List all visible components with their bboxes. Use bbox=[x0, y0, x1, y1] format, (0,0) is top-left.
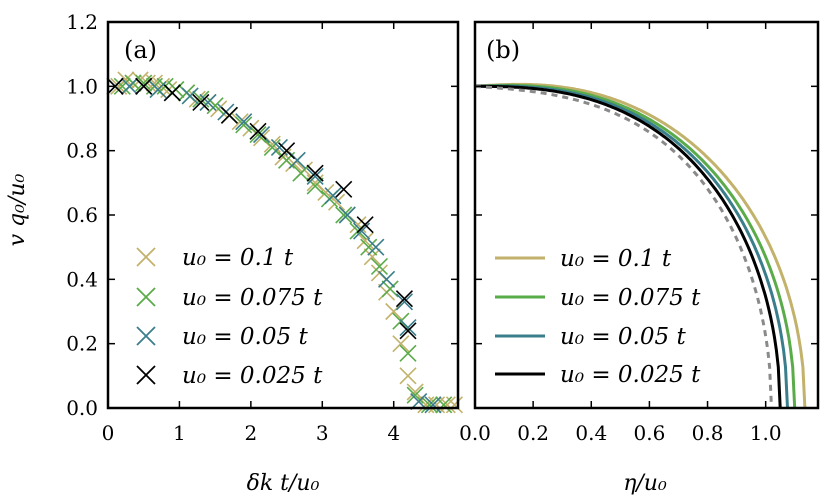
data-point bbox=[356, 216, 374, 234]
data-point bbox=[163, 84, 181, 102]
data-point bbox=[235, 113, 253, 131]
reference-curve bbox=[474, 84, 773, 409]
data-point bbox=[335, 180, 353, 198]
axes-frame-b bbox=[473, 20, 820, 410]
data-point bbox=[395, 293, 413, 311]
panel-b-label: (b) bbox=[486, 36, 520, 64]
data-point bbox=[249, 126, 267, 144]
x-tick-label-a: 4 bbox=[387, 421, 400, 445]
series-a-3 bbox=[106, 77, 417, 340]
data-point bbox=[306, 164, 324, 182]
data-point bbox=[367, 238, 385, 256]
legend-marker bbox=[136, 326, 156, 346]
x-tick-label-a: 2 bbox=[244, 421, 257, 445]
data-point bbox=[306, 177, 324, 195]
data-point bbox=[106, 77, 124, 95]
data-point bbox=[399, 367, 417, 385]
y-axis-label: v q₀/u₀ bbox=[5, 173, 30, 246]
legend-label: u₀ = 0.025 t bbox=[560, 362, 701, 388]
panel-b: 0.0 0.2 0.4 0.6 0.8 1.0 u₀ = 0.1 t u₀ = 0.075 t… bbox=[459, 20, 820, 445]
x-tick-label-b: 0.0 bbox=[459, 421, 491, 445]
data-point bbox=[249, 122, 267, 140]
data-point bbox=[438, 396, 456, 414]
data-point bbox=[338, 206, 356, 224]
series-a-0 bbox=[110, 71, 463, 414]
data-point bbox=[220, 106, 238, 124]
data-point bbox=[149, 80, 167, 99]
legend-label: u₀ = 0.05 t bbox=[182, 324, 308, 350]
data-point bbox=[381, 280, 399, 298]
x-tick-label-b: 0.2 bbox=[517, 421, 549, 445]
data-point bbox=[235, 116, 253, 134]
data-point bbox=[263, 138, 281, 157]
x-tick-label-b: 0.4 bbox=[575, 421, 607, 445]
data-point bbox=[192, 93, 210, 111]
data-point bbox=[363, 248, 381, 266]
data-point bbox=[395, 290, 413, 308]
data-point bbox=[399, 344, 417, 362]
x-tick-label-b: 0.8 bbox=[692, 421, 724, 445]
legend-marker bbox=[136, 247, 156, 267]
legend-a: u₀ = 0.1 t u₀ = 0.075 t u₀ = 0.05 t u₀ = 0.… bbox=[136, 245, 323, 389]
data-point bbox=[306, 167, 324, 185]
data-point bbox=[335, 206, 353, 224]
x-axis-label-a: δk t/u₀ bbox=[247, 471, 320, 496]
data-point bbox=[278, 142, 296, 160]
x-tick-label-a: 0 bbox=[102, 421, 115, 445]
data-point bbox=[399, 322, 417, 340]
legend-b: u₀ = 0.1 t u₀ = 0.075 t u₀ = 0.05 t u₀ = 0.… bbox=[495, 246, 701, 388]
data-point bbox=[399, 319, 417, 337]
legend-marker bbox=[136, 287, 156, 307]
panel-a-label: (a) bbox=[124, 36, 157, 64]
data-point bbox=[406, 386, 424, 404]
x-tick-label-b: 0.6 bbox=[634, 421, 666, 445]
panel-a: 0 1 2 3 40.00.20.40.60.81.01.2u₀ = 0.1 tu₀ =… bbox=[66, 10, 463, 445]
data-point bbox=[113, 77, 131, 95]
data-point bbox=[181, 87, 199, 105]
data-point bbox=[406, 383, 424, 401]
data-point bbox=[378, 270, 396, 288]
data-point bbox=[392, 335, 410, 353]
data-point bbox=[360, 238, 378, 256]
data-point bbox=[292, 164, 310, 182]
data-point bbox=[424, 396, 442, 414]
data-point bbox=[324, 187, 342, 205]
y-tick-label-a: 1.0 bbox=[66, 74, 98, 98]
legend-label: u₀ = 0.075 t bbox=[182, 285, 323, 311]
x-tick-label-a: 1 bbox=[173, 421, 186, 445]
y-tick-label-a: 0.6 bbox=[66, 203, 98, 227]
data-point bbox=[370, 257, 388, 276]
data-point bbox=[135, 77, 153, 95]
y-tick-label-a: 0.2 bbox=[66, 332, 98, 356]
x-axis-label-b: η/u₀ bbox=[623, 471, 667, 496]
legend-marker bbox=[136, 365, 156, 385]
y-tick-label-a: 1.2 bbox=[66, 10, 98, 34]
x-tick-label-b: 1.0 bbox=[750, 421, 782, 445]
y-tick-label-a: 0.4 bbox=[66, 267, 98, 291]
y-tick-label-a: 0.8 bbox=[66, 139, 98, 163]
data-point bbox=[135, 74, 153, 92]
legend-label: u₀ = 0.05 t bbox=[560, 324, 686, 350]
data-point bbox=[199, 93, 217, 111]
legend-label: u₀ = 0.025 t bbox=[182, 363, 323, 389]
legend-label: u₀ = 0.1 t bbox=[182, 245, 294, 271]
legend-label: u₀ = 0.1 t bbox=[560, 246, 672, 272]
legend-label: u₀ = 0.075 t bbox=[560, 285, 701, 311]
series-b-3 bbox=[475, 84, 782, 409]
y-tick-label-a: 0.0 bbox=[66, 396, 98, 420]
data-point bbox=[420, 396, 438, 414]
data-point bbox=[120, 77, 138, 95]
x-tick-label-a: 3 bbox=[316, 421, 329, 445]
